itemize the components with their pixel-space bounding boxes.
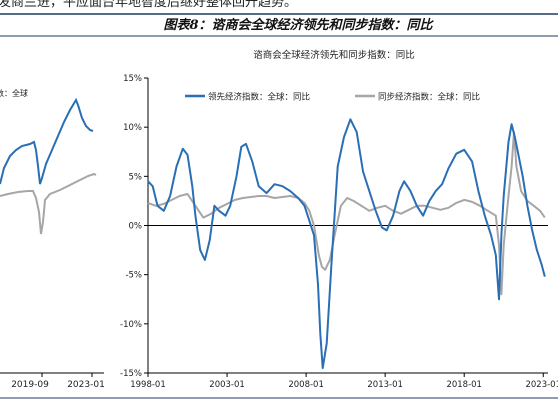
figure-title: 图表8：谘商会全球经济领先和同步指数：同比 — [163, 17, 434, 33]
y-axis: 15% 10% 5% 0% -5% -10% -15% — [120, 74, 149, 379]
x-tick-label: 2023-01 — [525, 380, 558, 390]
legend-label-coincident: 同步经济指数：全球：同比 — [378, 92, 480, 103]
x-axis: 1998-01 2003-01 2008-01 2013-01 2018-01 2023-… — [130, 225, 558, 390]
x-tick-label: 2013-01 — [367, 380, 403, 390]
left-partial-chart: 数：全球 2019-09 2023-01 — [0, 88, 105, 390]
left-x-tick-label: 2019-09 — [11, 380, 49, 390]
x-tick-label: 2003-01 — [209, 380, 245, 390]
y-tick-label: 15% — [123, 74, 142, 84]
left-legend-fragment: 数：全球 — [0, 88, 28, 98]
left-series-leading — [0, 97, 94, 185]
series-line-coincident — [147, 131, 546, 296]
y-tick-label: -10% — [120, 320, 142, 330]
y-tick-label: -5% — [125, 271, 142, 281]
x-tick-label: 2008-01 — [288, 380, 324, 390]
left-x-tick-label: 2023-01 — [67, 380, 105, 390]
legend: 领先经济指数：全球：同比 同步经济指数：全球：同比 — [185, 92, 480, 103]
top-body-text: 发商兰进，平应面台年地智度后继好整体回升趋势。 — [0, 0, 297, 10]
series-line-leading — [147, 118, 546, 370]
y-tick-label: 0% — [129, 222, 143, 232]
legend-label-leading: 领先经济指数：全球：同比 — [208, 92, 310, 103]
x-tick-label: 2018-01 — [446, 380, 482, 390]
y-tick-label: 5% — [129, 172, 143, 182]
main-chart: 谘商会全球经济领先和同步指数：同比 领先经济指数：全球：同比 同步经济指数：全球… — [120, 49, 558, 390]
y-tick-label: -15% — [120, 369, 142, 379]
y-tick-label: 10% — [123, 123, 142, 133]
chart-title: 谘商会全球经济领先和同步指数：同比 — [253, 49, 415, 61]
x-tick-label: 1998-01 — [130, 380, 166, 390]
series-layer — [147, 118, 546, 370]
left-series-coincident — [0, 172, 97, 235]
